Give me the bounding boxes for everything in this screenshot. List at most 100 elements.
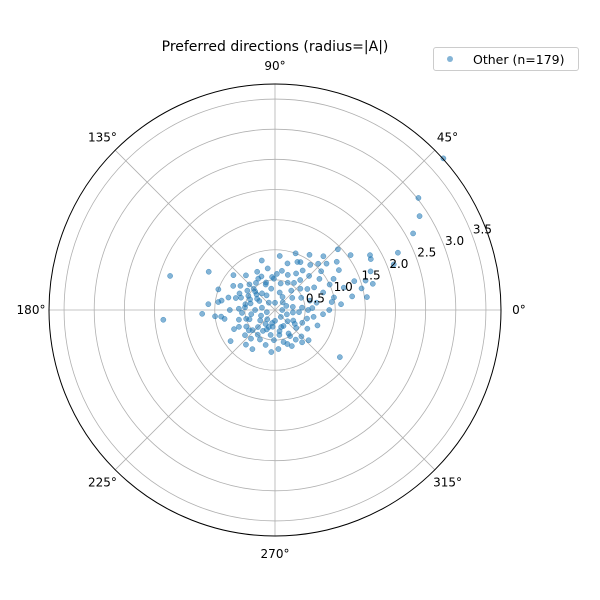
data-point — [262, 321, 269, 327]
data-point — [351, 278, 358, 284]
radial-tick-label: 1.0 — [334, 280, 353, 294]
data-point — [362, 277, 369, 284]
data-point — [264, 309, 270, 316]
data-point — [277, 314, 284, 320]
data-point — [160, 316, 167, 323]
radial-tick-label: 0.5 — [306, 291, 325, 305]
radial-tick-label: 3.0 — [445, 234, 464, 248]
data-point — [215, 286, 222, 293]
data-point — [227, 338, 234, 344]
data-point — [309, 305, 316, 311]
data-point — [330, 276, 337, 282]
data-point — [315, 260, 322, 267]
data-point — [236, 316, 242, 323]
data-point — [258, 257, 265, 264]
data-point — [316, 276, 323, 282]
data-point — [243, 272, 249, 279]
data-point — [318, 268, 325, 275]
data-point — [205, 301, 212, 308]
data-point — [304, 315, 310, 322]
data-point — [279, 294, 286, 300]
data-point — [287, 333, 293, 339]
data-point — [304, 286, 311, 292]
data-point — [277, 280, 284, 287]
data-point — [291, 320, 298, 327]
data-point — [297, 277, 304, 283]
data-point — [271, 337, 277, 343]
data-point — [293, 270, 299, 277]
data-point — [272, 299, 278, 306]
radial-tick-label: 2.5 — [417, 245, 436, 259]
data-point — [416, 213, 423, 219]
data-point — [243, 323, 250, 330]
data-point — [279, 307, 286, 313]
data-point — [263, 292, 270, 299]
data-point — [395, 249, 401, 256]
data-point — [367, 268, 374, 275]
chart-title: Preferred directions (radius=|A|) — [162, 39, 389, 55]
data-point — [167, 273, 173, 279]
data-point — [255, 324, 261, 330]
data-point — [335, 246, 341, 253]
polar-grid — [49, 84, 501, 536]
data-point — [254, 331, 261, 338]
data-point — [305, 337, 312, 344]
data-point — [292, 336, 299, 343]
data-point — [291, 279, 297, 286]
data-point — [258, 273, 265, 280]
data-point — [248, 311, 255, 318]
angle-tick-label: 270° — [261, 547, 290, 561]
angle-tick-label: 180° — [17, 303, 46, 317]
radial-tick-labels: 0.5 1.0 1.5 2.0 2.5 3.0 3.5 — [306, 222, 492, 305]
data-point — [231, 326, 237, 332]
data-point — [289, 295, 296, 301]
data-point — [254, 295, 260, 302]
angle-tick-label: 315° — [433, 476, 462, 490]
data-point — [279, 299, 286, 306]
angle-tick-label: 135° — [88, 130, 117, 144]
data-point — [284, 318, 291, 325]
data-point — [232, 295, 239, 301]
data-point — [284, 260, 291, 267]
data-point — [205, 268, 212, 275]
polar-frame — [48, 83, 502, 537]
data-point — [264, 316, 271, 323]
data-point — [410, 230, 416, 237]
data-point — [299, 319, 306, 326]
data-point — [258, 312, 264, 319]
data-point — [242, 304, 248, 311]
data-point — [311, 284, 317, 291]
data-point — [369, 280, 376, 287]
data-point — [280, 323, 287, 329]
data-point — [249, 346, 256, 352]
data-point — [242, 332, 248, 339]
data-point — [221, 316, 228, 322]
data-point — [349, 293, 356, 300]
data-point — [238, 294, 244, 301]
data-point — [215, 299, 222, 305]
data-point — [265, 299, 272, 306]
data-point — [243, 341, 249, 348]
angle-tick-labels: 0° 45° 90° 135° 180° 225° 270° 315° — [17, 59, 526, 561]
data-point — [310, 313, 317, 320]
data-point — [298, 333, 305, 340]
data-point — [249, 327, 256, 334]
data-point — [307, 297, 313, 304]
data-point — [259, 304, 265, 311]
data-point — [268, 285, 275, 292]
data-point — [320, 311, 326, 318]
data-point — [254, 268, 261, 275]
data-point — [276, 253, 283, 259]
data-point — [289, 304, 296, 310]
radial-tick-label: 2.0 — [389, 257, 408, 271]
data-point — [246, 281, 253, 288]
data-point — [260, 328, 266, 334]
data-point — [257, 317, 264, 324]
data-point — [297, 285, 304, 292]
data-point — [331, 294, 337, 301]
data-point — [299, 267, 306, 274]
data-point — [328, 299, 335, 305]
data-point — [290, 309, 296, 316]
data-point — [275, 346, 282, 352]
legend-label: Other (n=179) — [473, 51, 565, 67]
